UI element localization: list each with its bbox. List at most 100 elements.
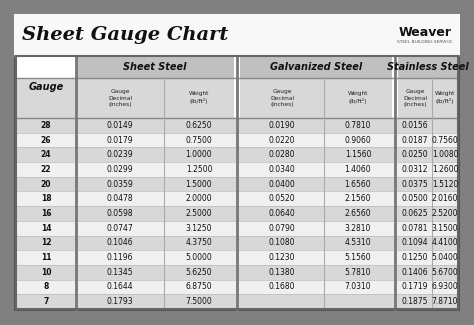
Text: Gauge
Decimal
(inches): Gauge Decimal (inches)	[108, 89, 132, 107]
Text: Weight
(lb/ft²): Weight (lb/ft²)	[348, 92, 368, 105]
Text: 0.0250: 0.0250	[401, 150, 428, 159]
Text: 0.0400: 0.0400	[269, 180, 295, 188]
Bar	[16, 133, 458, 147]
Text: 5.0000: 5.0000	[186, 253, 212, 262]
Text: 28: 28	[41, 121, 51, 130]
Text: Weight
(lb/ft²): Weight (lb/ft²)	[189, 92, 209, 105]
Text: 1.6560: 1.6560	[345, 180, 371, 188]
Text: Gauge
Decimal
(inches): Gauge Decimal (inches)	[270, 89, 294, 107]
Bar	[16, 177, 458, 191]
Text: 0.0220: 0.0220	[269, 136, 295, 145]
Text: 1.5120: 1.5120	[432, 180, 458, 188]
Text: 0.1196: 0.1196	[107, 253, 133, 262]
Text: Weight
(lb/ft²): Weight (lb/ft²)	[435, 92, 455, 105]
Text: Sheet Gauge Chart: Sheet Gauge Chart	[22, 26, 228, 44]
Text: 5.6700: 5.6700	[432, 268, 458, 277]
Text: 1.4060: 1.4060	[345, 165, 371, 174]
Text: 7: 7	[43, 297, 49, 306]
Text: 0.1250: 0.1250	[402, 253, 428, 262]
Text: 0.0790: 0.0790	[269, 224, 295, 233]
Text: 26: 26	[41, 136, 51, 145]
Text: 0.7810: 0.7810	[345, 121, 371, 130]
Text: 10: 10	[41, 268, 51, 277]
Bar	[16, 118, 458, 133]
Bar	[16, 56, 458, 309]
Text: 0.0340: 0.0340	[269, 165, 295, 174]
Text: 0.0359: 0.0359	[107, 180, 133, 188]
Text: 11: 11	[41, 253, 51, 262]
Text: 6.8750: 6.8750	[186, 282, 212, 292]
Text: 7.0310: 7.0310	[345, 282, 371, 292]
Text: 3.1500: 3.1500	[432, 224, 458, 233]
Text: 1.5000: 1.5000	[186, 180, 212, 188]
Text: 7.8710: 7.8710	[432, 297, 458, 306]
Bar	[16, 191, 458, 206]
Text: 0.0478: 0.0478	[107, 194, 133, 203]
Text: 0.1875: 0.1875	[402, 297, 428, 306]
Bar	[76, 56, 234, 78]
Text: 0.1719: 0.1719	[402, 282, 428, 292]
Text: 0.0640: 0.0640	[269, 209, 295, 218]
Text: STEEL BUILDING SERVICE: STEEL BUILDING SERVICE	[397, 40, 452, 44]
Text: 0.0280: 0.0280	[269, 150, 295, 159]
Text: 1.1560: 1.1560	[345, 150, 371, 159]
Text: 1.0000: 1.0000	[186, 150, 212, 159]
Text: 0.0598: 0.0598	[107, 209, 133, 218]
Text: 0.0375: 0.0375	[401, 180, 428, 188]
Text: 0.1080: 0.1080	[269, 238, 295, 247]
Text: 18: 18	[41, 194, 51, 203]
Text: 0.1380: 0.1380	[269, 268, 295, 277]
Text: Gauge: Gauge	[28, 82, 64, 92]
Bar	[398, 56, 458, 78]
Text: 0.1345: 0.1345	[107, 268, 133, 277]
Text: 24: 24	[41, 150, 51, 159]
Text: Weaver: Weaver	[399, 27, 452, 40]
Text: 0.0149: 0.0149	[107, 121, 133, 130]
Text: 3.2810: 3.2810	[345, 224, 371, 233]
Bar	[16, 206, 458, 221]
Text: Gauge
Decimal
(inches): Gauge Decimal (inches)	[403, 89, 427, 107]
Text: 0.9060: 0.9060	[345, 136, 371, 145]
Text: 2.5000: 2.5000	[186, 209, 212, 218]
Text: Sheet Steel: Sheet Steel	[123, 62, 187, 72]
Text: 12: 12	[41, 238, 51, 247]
Text: 0.0190: 0.0190	[269, 121, 295, 130]
Text: Stainless Steel: Stainless Steel	[387, 62, 469, 72]
Text: 6.9300: 6.9300	[432, 282, 458, 292]
Bar	[16, 280, 458, 294]
Text: 5.7810: 5.7810	[345, 268, 371, 277]
Text: 2.5200: 2.5200	[432, 209, 458, 218]
Text: 22: 22	[41, 165, 51, 174]
Text: 0.1094: 0.1094	[401, 238, 428, 247]
Text: 0.6250: 0.6250	[186, 121, 212, 130]
Text: 2.0000: 2.0000	[186, 194, 212, 203]
Bar	[16, 162, 458, 177]
Bar	[14, 14, 460, 56]
Text: 0.0520: 0.0520	[269, 194, 295, 203]
Text: 0.0500: 0.0500	[401, 194, 428, 203]
Text: 0.1230: 0.1230	[269, 253, 295, 262]
Text: 2.1560: 2.1560	[345, 194, 371, 203]
Text: 0.1406: 0.1406	[401, 268, 428, 277]
Text: 0.1793: 0.1793	[107, 297, 133, 306]
Text: 1.2500: 1.2500	[186, 165, 212, 174]
Text: 2.6560: 2.6560	[345, 209, 371, 218]
Text: 0.0299: 0.0299	[107, 165, 133, 174]
Bar	[16, 221, 458, 236]
Text: 0.0187: 0.0187	[402, 136, 428, 145]
Text: 0.7560: 0.7560	[432, 136, 458, 145]
Text: Galvanized Steel: Galvanized Steel	[270, 62, 362, 72]
Bar	[76, 78, 234, 118]
Text: 8: 8	[43, 282, 49, 292]
Text: 5.0400: 5.0400	[432, 253, 458, 262]
Bar	[240, 78, 392, 118]
Bar	[240, 56, 392, 78]
Text: 4.5310: 4.5310	[345, 238, 371, 247]
Bar	[16, 236, 458, 250]
Text: 0.7500: 0.7500	[186, 136, 212, 145]
Text: 20: 20	[41, 180, 51, 188]
Bar	[16, 78, 76, 118]
Bar	[16, 147, 458, 162]
Text: 5.1560: 5.1560	[345, 253, 371, 262]
Text: 4.4100: 4.4100	[432, 238, 458, 247]
